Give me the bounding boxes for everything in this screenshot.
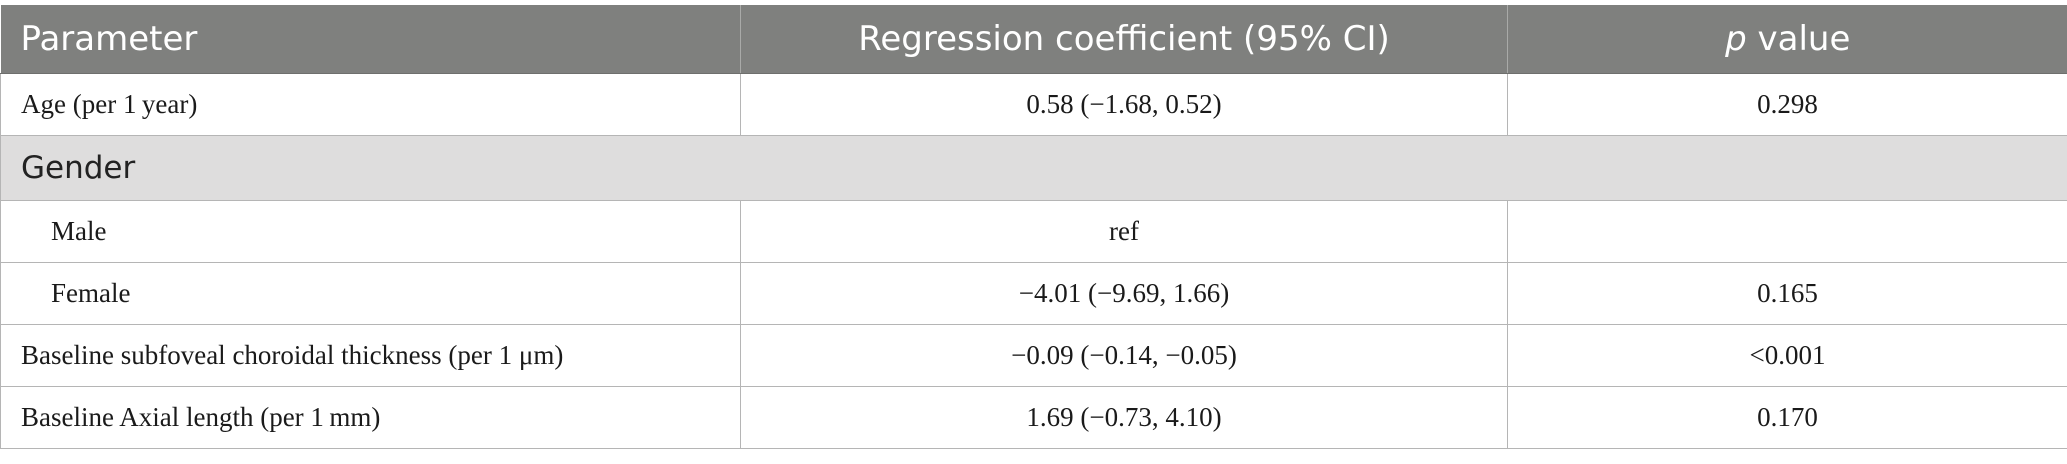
table-row: Male ref	[0, 200, 2067, 263]
cell-p-value: <0.001	[1507, 324, 2067, 387]
cell-parameter: Baseline Axial length (per 1 mm)	[0, 386, 741, 449]
header-p-suffix: value	[1746, 19, 1851, 59]
header-p-value: p value	[1507, 5, 2067, 74]
regression-table: Parameter Regression coefficient (95% CI…	[0, 5, 2067, 449]
cell-p-value: 0.298	[1507, 73, 2067, 136]
cell-parameter: Female	[0, 262, 741, 325]
header-parameter: Parameter	[0, 5, 741, 74]
group-label: Gender	[0, 135, 2067, 201]
header-p-letter: p	[1725, 19, 1747, 59]
table-row: Female −4.01 (−9.69, 1.66) 0.165	[0, 262, 2067, 325]
cell-coefficient: ref	[740, 200, 1508, 263]
table-row: Age (per 1 year) 0.58 (−1.68, 0.52) 0.29…	[0, 73, 2067, 136]
header-coefficient: Regression coefficient (95% CI)	[740, 5, 1508, 74]
cell-parameter: Male	[0, 200, 741, 263]
cell-coefficient: 0.58 (−1.68, 0.52)	[740, 73, 1508, 136]
group-row: Gender	[0, 135, 2067, 201]
cell-p-value	[1507, 200, 2067, 263]
header-row: Parameter Regression coefficient (95% CI…	[0, 5, 2067, 74]
cell-coefficient: 1.69 (−0.73, 4.10)	[740, 386, 1508, 449]
cell-p-value: 0.170	[1507, 386, 2067, 449]
cell-parameter: Age (per 1 year)	[0, 73, 741, 136]
cell-p-value: 0.165	[1507, 262, 2067, 325]
cell-coefficient: −4.01 (−9.69, 1.66)	[740, 262, 1508, 325]
cell-coefficient: −0.09 (−0.14, −0.05)	[740, 324, 1508, 387]
table-row: Baseline subfoveal choroidal thickness (…	[0, 324, 2067, 387]
cell-parameter: Baseline subfoveal choroidal thickness (…	[0, 324, 741, 387]
table-row: Baseline Axial length (per 1 mm) 1.69 (−…	[0, 386, 2067, 449]
